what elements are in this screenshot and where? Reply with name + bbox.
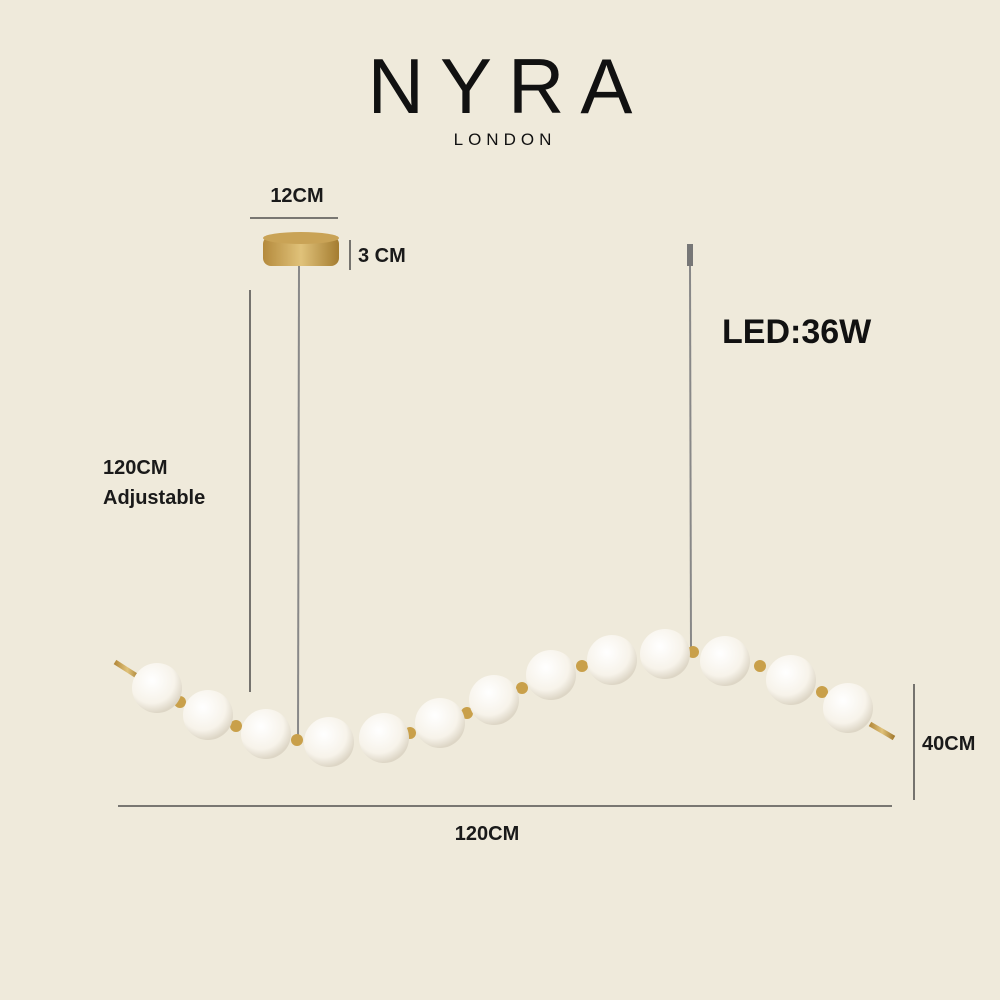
canopy-height-label: 3 CM <box>358 245 406 267</box>
globes <box>132 629 873 767</box>
power-label: LED:36W <box>722 313 872 351</box>
fixture-height-label: 40CM <box>922 733 975 755</box>
drop-length-label: 120CM <box>103 457 167 479</box>
canopy <box>263 236 339 266</box>
brand-location: LONDON <box>454 130 557 149</box>
cable <box>297 265 300 743</box>
canopy-width-label: 12CM <box>270 185 323 207</box>
cable-clip <box>687 244 693 266</box>
rod-end <box>868 721 896 741</box>
brand: NYRA <box>368 42 649 130</box>
cable <box>689 265 692 651</box>
fixture <box>113 629 896 767</box>
canopy-top <box>263 232 339 244</box>
fixture-width-label: 120CM <box>455 823 519 845</box>
drop-note: Adjustable <box>103 487 205 509</box>
